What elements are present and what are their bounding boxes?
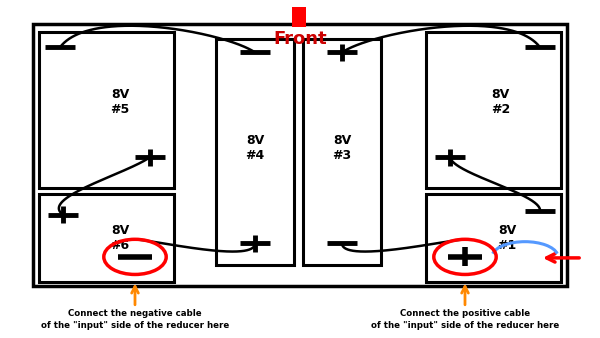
Text: 8V
#3: 8V #3 bbox=[332, 134, 352, 162]
Text: Connect the negative cable
of the "input" side of the reducer here: Connect the negative cable of the "input… bbox=[41, 309, 229, 330]
Bar bbox=[426, 32, 561, 188]
Text: Front: Front bbox=[273, 30, 327, 48]
Bar bbox=[292, 7, 306, 27]
Text: 8V
#6: 8V #6 bbox=[110, 224, 130, 252]
Text: 8V
#2: 8V #2 bbox=[491, 88, 510, 116]
Bar bbox=[426, 194, 561, 282]
Text: Connect the positive cable
of the "input" side of the reducer here: Connect the positive cable of the "input… bbox=[371, 309, 559, 330]
Text: 8V
#1: 8V #1 bbox=[497, 224, 517, 252]
Bar bbox=[33, 24, 567, 286]
Text: 8V
#4: 8V #4 bbox=[245, 134, 265, 162]
Bar bbox=[39, 32, 174, 188]
Bar bbox=[303, 39, 381, 265]
Text: 8V
#5: 8V #5 bbox=[110, 88, 130, 116]
Bar bbox=[216, 39, 294, 265]
Bar bbox=[39, 194, 174, 282]
